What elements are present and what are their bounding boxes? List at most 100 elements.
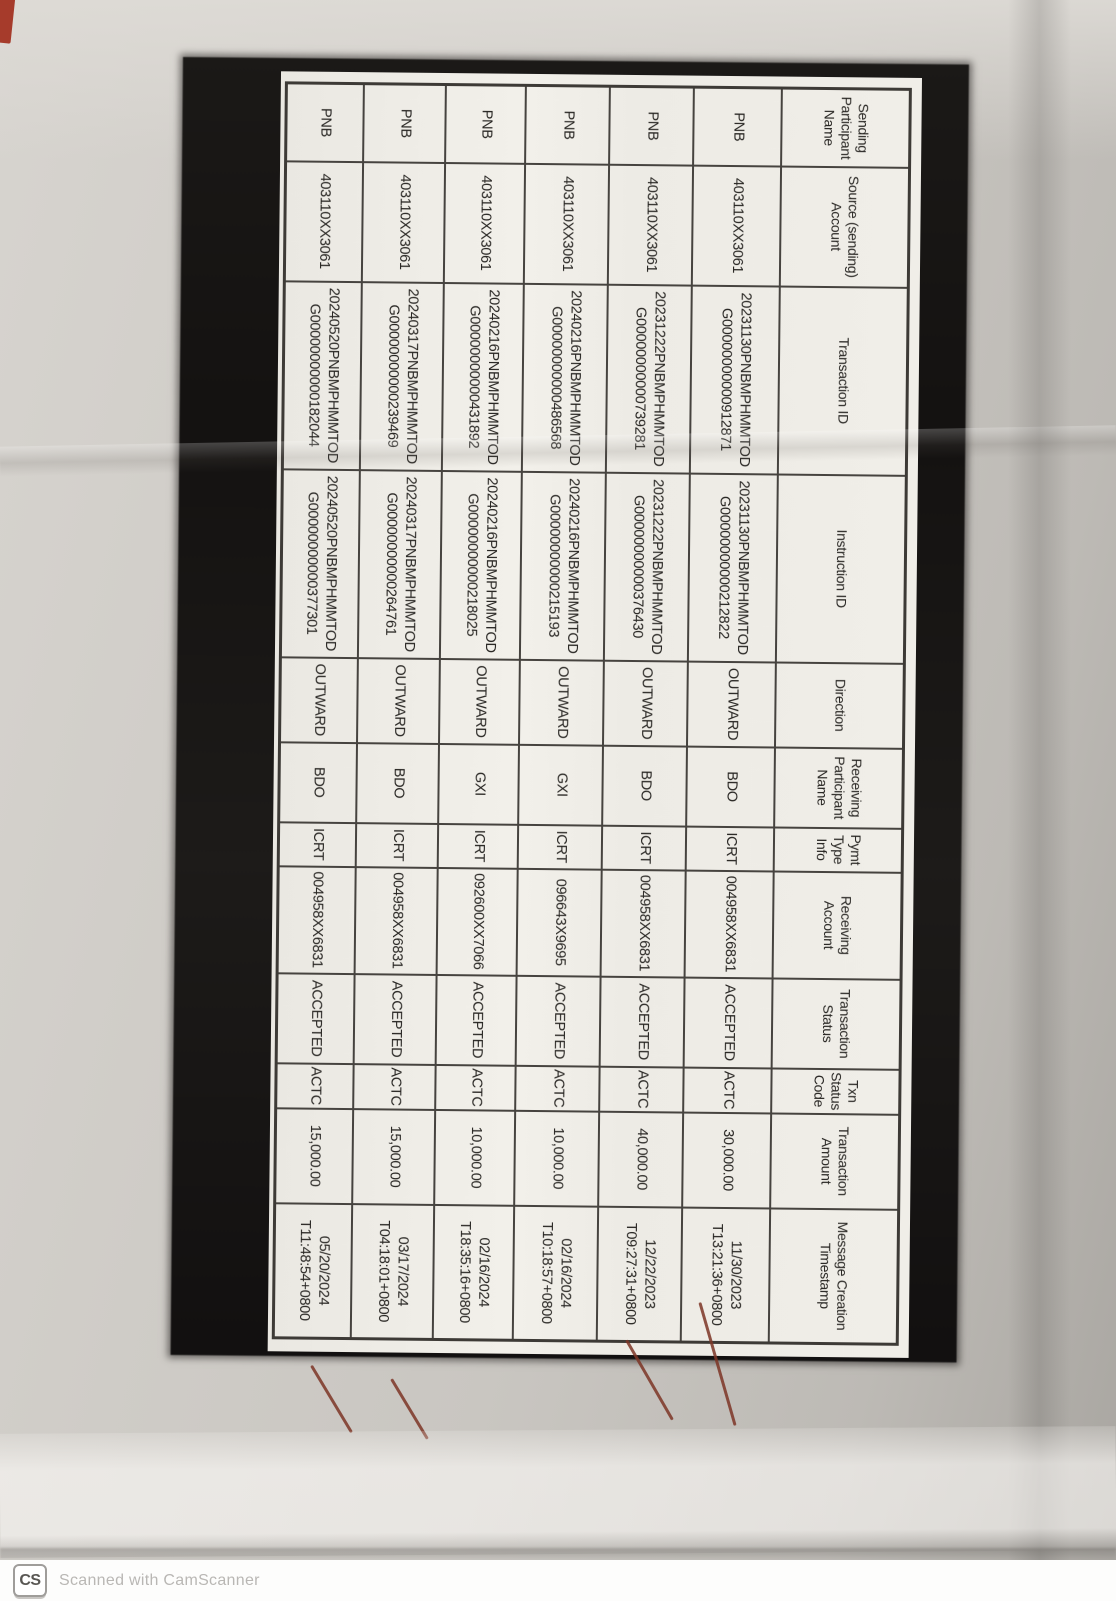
- paper-edge-shadow: [0, 1548, 1116, 1560]
- cell-receiving-account: 092600XX7066: [437, 867, 519, 976]
- cell-receiving-account: 004958XX6831: [355, 866, 439, 975]
- cell-txn-status-code: ACTC: [683, 1067, 773, 1113]
- cell-pymt-type-info: ICRT: [356, 822, 439, 868]
- col-header-source-account: Source (sending) Account: [780, 166, 910, 288]
- cell-receiving-account: 096643X9695: [517, 868, 603, 977]
- cell-transaction-id: 20240216PNBMPHMMTOD G00000000000431892: [442, 282, 525, 472]
- col-header-instruction-id: Instruction ID: [776, 474, 907, 664]
- cell-message-timestamp: 12/22/2023 T09:27:31+0800: [597, 1206, 683, 1343]
- cell-transaction-amount: 15,000.00: [274, 1107, 354, 1204]
- col-header-message-creation-timestamp: Message Creation Timestamp: [769, 1207, 899, 1345]
- cell-transaction-status: ACCEPTED: [354, 973, 438, 1065]
- cell-pymt-type-info: ICRT: [602, 825, 687, 871]
- cell-transaction-amount: 40,000.00: [598, 1111, 684, 1208]
- cell-transaction-status: ACCEPTED: [684, 977, 774, 1068]
- cell-message-timestamp: 02/16/2024 T10:18:57+0800: [513, 1205, 599, 1342]
- col-header-transaction-amount: Transaction Amount: [770, 1112, 900, 1210]
- cell-receiving-participant: GXI: [518, 744, 604, 826]
- red-corner-mark: [0, 0, 16, 44]
- col-header-sending-participant-name: Sending Participant Name: [781, 88, 911, 168]
- cell-sending-participant: PNB: [609, 86, 695, 166]
- cell-sending-participant: PNB: [693, 87, 783, 167]
- cell-pymt-type-info: ICRT: [518, 824, 603, 870]
- cell-source-account: 403110XX3061: [692, 165, 782, 287]
- cell-message-timestamp: 05/20/2024 T11:48:54+0800: [273, 1202, 353, 1339]
- cell-receiving-participant: BDO: [278, 741, 358, 823]
- cell-sending-participant: PNB: [525, 85, 611, 165]
- cell-transaction-status: ACCEPTED: [276, 972, 356, 1064]
- cell-transaction-id: 20231130PNBMPHMMTOD G00000000000912871: [690, 285, 781, 475]
- cell-message-timestamp: 02/16/2024 T18:35:16+0800: [433, 1204, 515, 1341]
- cell-direction: OUTWARD: [519, 659, 605, 746]
- cell-receiving-account: 004958XX6831: [685, 870, 775, 978]
- cell-direction: OUTWARD: [439, 658, 521, 745]
- cell-direction: OUTWARD: [687, 661, 777, 748]
- cell-direction: OUTWARD: [603, 660, 689, 747]
- camscanner-footer: CS Scanned with CamScanner: [0, 1560, 1116, 1601]
- camscanner-logo-icon: CS: [13, 1564, 47, 1597]
- cell-txn-status-code: ACTC: [515, 1065, 601, 1112]
- transaction-row: PNB 403110XX3061 20240317PNBMPHMMTOD G00…: [351, 83, 447, 1340]
- cell-receiving-account: 004958XX6831: [277, 865, 357, 974]
- cell-sending-participant: PNB: [363, 83, 447, 163]
- cell-txn-status-code: ACTC: [275, 1062, 355, 1109]
- cell-transaction-amount: 10,000.00: [434, 1109, 516, 1206]
- col-header-receiving-account: Receiving Account: [773, 870, 903, 980]
- rotated-table-container: Sending Participant Name Source (sending…: [267, 71, 923, 1358]
- cell-instruction-id: 20240317PNBMPHMMTOD G00000000000264761: [358, 469, 443, 659]
- transaction-row: PNB 403110XX3061 20240216PNBMPHMMTOD G00…: [513, 85, 611, 1342]
- cell-receiving-participant: BDO: [356, 742, 440, 824]
- cell-transaction-amount: 15,000.00: [352, 1108, 436, 1205]
- cell-source-account: 403110XX3061: [444, 162, 526, 284]
- cell-transaction-id: 20240317PNBMPHMMTOD G00000000000239469: [360, 281, 445, 471]
- red-pen-mark: [390, 1378, 429, 1440]
- camscanner-footer-text: Scanned with CamScanner: [59, 1571, 260, 1589]
- cell-source-account: 403110XX3061: [362, 161, 446, 283]
- cell-sending-participant: PNB: [285, 82, 365, 162]
- paper-fold-shadow-right: [1008, 0, 1078, 1601]
- document-paper: Sending Participant Name Source (sending…: [267, 71, 923, 1358]
- col-header-transaction-status: Transaction Status: [772, 977, 902, 1070]
- header-row: Sending Participant Name Source (sending…: [769, 88, 911, 1345]
- cell-pymt-type-info: ICRT: [438, 823, 519, 869]
- red-pen-mark: [310, 1364, 353, 1434]
- col-header-txn-status-code: Txn Status Code: [771, 1067, 901, 1115]
- cell-transaction-amount: 30,000.00: [682, 1112, 772, 1208]
- cell-transaction-status: ACCEPTED: [600, 976, 686, 1068]
- cell-source-account: 403110XX3061: [284, 160, 364, 282]
- cell-txn-status-code: ACTC: [435, 1064, 517, 1111]
- col-header-pymt-type-info: Pymt Type Info: [774, 826, 903, 873]
- cell-source-account: 403110XX3061: [608, 164, 694, 286]
- cell-transaction-id: 20231222PNBMPHMMTOD G00000000000739281: [606, 284, 693, 474]
- cell-transaction-id: 20240216PNBMPHMMTOD G00000000000486568: [522, 283, 609, 473]
- cell-instruction-id: 20240520PNBMPHMMTOD G00000000000377301: [280, 468, 361, 658]
- cell-pymt-type-info: ICRT: [278, 821, 357, 867]
- cell-txn-status-code: ACTC: [353, 1063, 437, 1110]
- transaction-row: PNB 403110XX3061 20240216PNBMPHMMTOD G00…: [433, 84, 527, 1341]
- cell-pymt-type-info: ICRT: [686, 826, 775, 871]
- cell-instruction-id: 20240216PNBMPHMMTOD G00000000000218025: [440, 470, 523, 660]
- transaction-table: Sending Participant Name Source (sending…: [271, 81, 912, 1346]
- cell-message-timestamp: 03/17/2024 T04:18:01+0800: [351, 1203, 435, 1340]
- cell-txn-status-code: ACTC: [599, 1066, 685, 1113]
- cell-source-account: 403110XX3061: [524, 163, 610, 285]
- cell-transaction-amount: 10,000.00: [514, 1110, 600, 1207]
- cell-instruction-id: 20231130PNBMPHMMTOD G00000000000212822: [688, 473, 779, 663]
- col-header-direction: Direction: [775, 662, 905, 749]
- cell-receiving-account: 004958XX6831: [601, 869, 687, 978]
- cell-transaction-status: ACCEPTED: [516, 975, 602, 1067]
- cell-direction: OUTWARD: [279, 656, 359, 743]
- col-header-transaction-id: Transaction ID: [778, 286, 909, 476]
- cell-receiving-participant: GXI: [438, 743, 520, 825]
- col-header-receiving-participant-name: Receiving Participant Name: [774, 747, 904, 829]
- transaction-row: PNB 403110XX3061 20231222PNBMPHMMTOD G00…: [597, 86, 695, 1343]
- cell-receiving-participant: BDO: [686, 746, 776, 827]
- cell-sending-participant: PNB: [445, 84, 527, 164]
- transaction-row: PNB 403110XX3061 20240520PNBMPHMMTOD G00…: [273, 82, 365, 1339]
- transaction-row: PNB 403110XX3061 20231130PNBMPHMMTOD G00…: [681, 87, 783, 1343]
- cell-transaction-status: ACCEPTED: [436, 974, 518, 1066]
- cell-transaction-id: 20240520PNBMPHMMTOD G00000000000182044: [282, 280, 363, 470]
- cell-message-timestamp: 11/30/2023 T13:21:36+0800: [681, 1207, 771, 1343]
- cell-direction: OUTWARD: [357, 657, 441, 744]
